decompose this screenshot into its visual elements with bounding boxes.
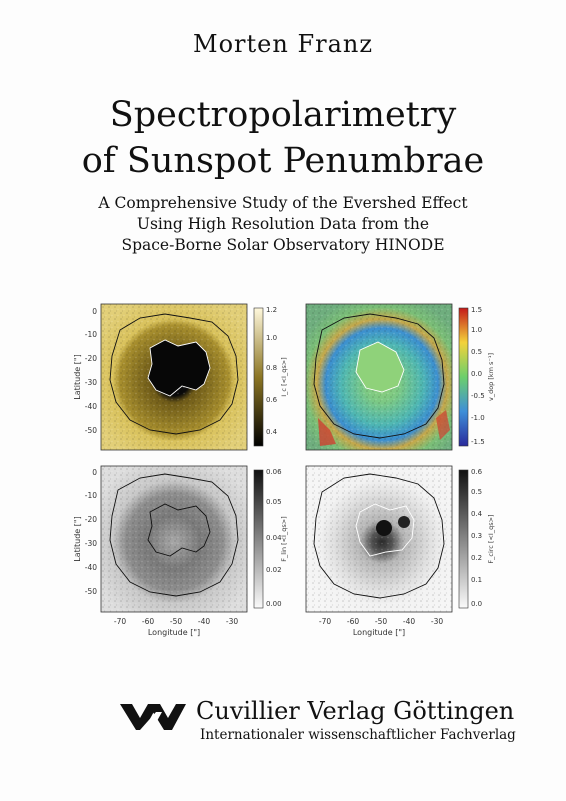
- x-tick: -60: [142, 617, 154, 626]
- colorbar-linear: [253, 469, 264, 609]
- y-tick: -50: [85, 426, 97, 435]
- x-axis-label: Longitude ["]: [353, 628, 405, 637]
- publisher-name: Cuvillier Verlag Göttingen: [196, 697, 515, 725]
- colorbar-intensity: [253, 307, 264, 447]
- cb-tick: 0.1: [471, 576, 482, 584]
- cb-tick: 1.2: [266, 306, 277, 314]
- cb-tick: -1.5: [471, 438, 485, 446]
- y-tick: -50: [85, 587, 97, 596]
- cb-tick: 0.00: [266, 600, 282, 608]
- cb-tick: 0.4: [266, 428, 278, 436]
- x-tick: -60: [347, 617, 359, 626]
- x-tick: -40: [403, 617, 415, 626]
- cb-tick: -0.5: [471, 392, 485, 400]
- y-tick: 0: [92, 468, 97, 477]
- colorbar-label-circular: F_circ [<I_qs>]: [487, 514, 495, 563]
- book-subtitle: A Comprehensive Study of the Evershed Ef…: [0, 193, 566, 256]
- cb-tick: 0.8: [266, 364, 277, 372]
- y-axis-label: Latitude ["]: [73, 354, 82, 399]
- cb-tick: 0.0: [471, 600, 482, 608]
- x-axis-label: Longitude ["]: [148, 628, 200, 637]
- cb-tick: 0.04: [266, 534, 282, 542]
- y-tick: -20: [85, 354, 97, 363]
- x-tick: -50: [170, 617, 182, 626]
- book-title: Spectropolarimetry of Sunspot Penumbrae: [0, 92, 566, 184]
- cb-tick: 0.05: [266, 498, 282, 506]
- cb-tick: 0.0: [471, 370, 482, 378]
- cb-tick: 0.06: [266, 468, 282, 476]
- cb-tick: 0.02: [266, 566, 282, 574]
- cuvillier-logo-icon: [120, 704, 186, 730]
- y-tick: 0: [92, 307, 97, 316]
- y-tick: -10: [85, 330, 97, 339]
- y-tick: -20: [85, 515, 97, 524]
- colorbar-label-doppler: v_dop [km s⁻¹]: [487, 353, 495, 401]
- panel-intensity: [100, 303, 248, 451]
- cb-tick: 1.5: [471, 306, 482, 314]
- subtitle-line-1: A Comprehensive Study of the Evershed Ef…: [98, 194, 468, 212]
- cb-tick: 0.5: [471, 488, 482, 496]
- x-tick: -50: [375, 617, 387, 626]
- cb-tick: 1.0: [266, 334, 277, 342]
- x-tick: -40: [198, 617, 210, 626]
- y-tick: -30: [85, 539, 97, 548]
- cb-tick: 1.0: [471, 326, 482, 334]
- panel-circular-polarisation: [305, 465, 453, 613]
- cb-tick: 0.3: [471, 532, 482, 540]
- cb-tick: -1.0: [471, 414, 485, 422]
- cb-tick: 0.2: [471, 554, 482, 562]
- cb-tick: 0.5: [471, 348, 482, 356]
- colorbar-doppler: [458, 307, 469, 447]
- y-tick: -40: [85, 563, 97, 572]
- y-tick: -10: [85, 491, 97, 500]
- x-tick: -30: [431, 617, 443, 626]
- y-axis-label: Latitude ["]: [73, 516, 82, 561]
- x-tick: -70: [114, 617, 126, 626]
- publisher-tagline: Internationaler wissenschaftlicher Fachv…: [200, 727, 516, 743]
- author-name: Morten Franz: [193, 30, 373, 58]
- title-line-2: of Sunspot Penumbrae: [81, 141, 485, 181]
- x-tick: -30: [226, 617, 238, 626]
- y-tick: -30: [85, 378, 97, 387]
- cb-tick: 0.6: [471, 468, 483, 476]
- title-line-1: Spectropolarimetry: [109, 95, 457, 135]
- x-tick: -70: [319, 617, 331, 626]
- subtitle-line-3: Space-Borne Solar Observatory HINODE: [121, 236, 445, 254]
- colorbar-circular: [458, 469, 469, 609]
- cb-tick: 0.6: [266, 396, 278, 404]
- colorbar-label-intensity: I_c [<I_qs>]: [280, 357, 288, 396]
- cb-tick: 0.4: [471, 510, 483, 518]
- y-tick: -40: [85, 402, 97, 411]
- colorbar-label-linear: F_lin [<I_qs>]: [280, 516, 288, 561]
- subtitle-line-2: Using High Resolution Data from the: [136, 215, 430, 233]
- panel-linear-polarisation: [100, 465, 248, 613]
- panel-doppler: [305, 303, 453, 451]
